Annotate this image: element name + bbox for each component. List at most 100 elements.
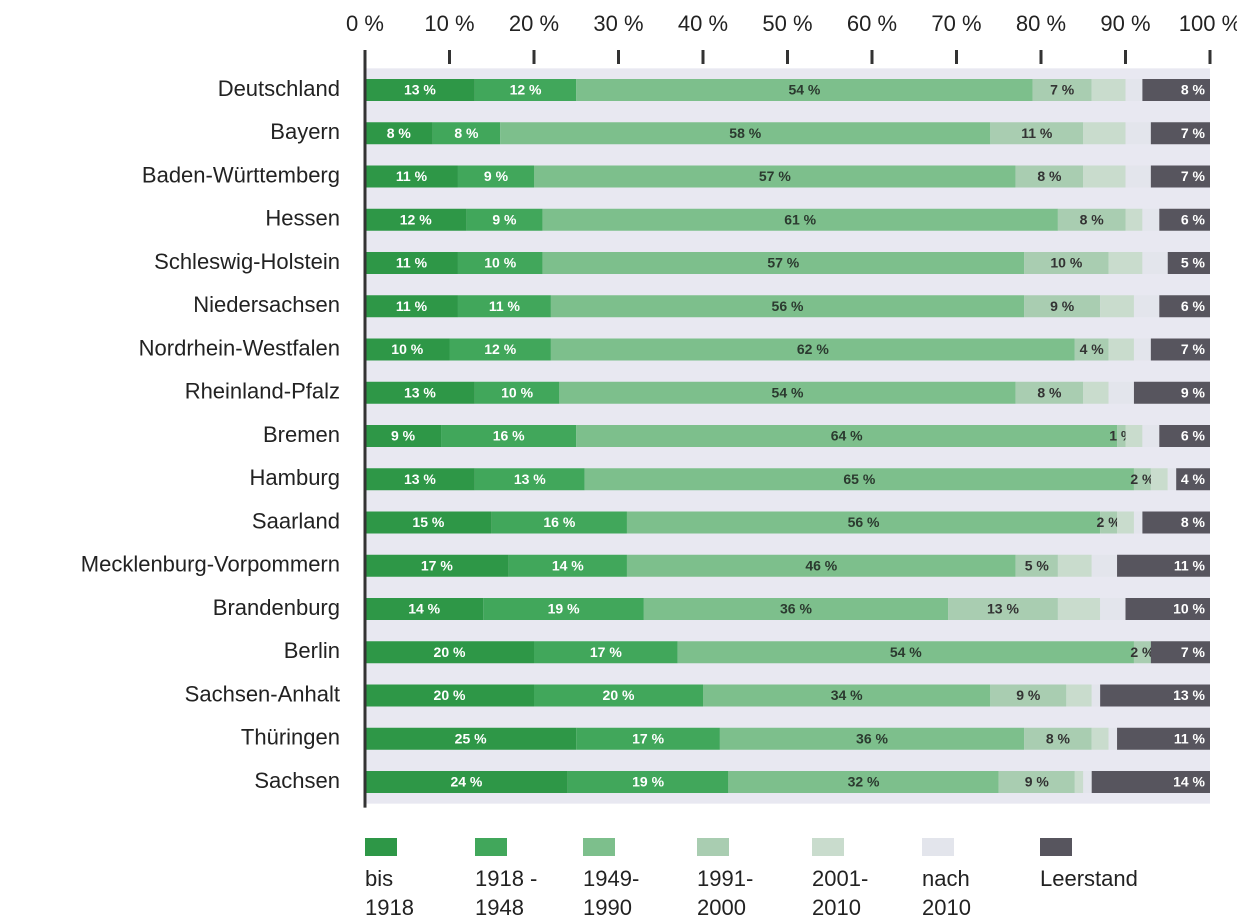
bar-segment [1100, 598, 1126, 620]
data-label: 17 % [632, 730, 664, 746]
legend-label: bis 1918 [365, 866, 414, 920]
bar-segment [542, 208, 1058, 231]
legend-label: nach 2010 [922, 866, 971, 920]
data-label: 57 % [759, 168, 791, 184]
data-label: 10 % [501, 384, 533, 400]
legend-swatch [812, 838, 844, 856]
bar-segment [534, 165, 1016, 188]
data-label: 64 % [831, 428, 863, 444]
bar-segment [474, 79, 577, 101]
bar-segment [1142, 511, 1210, 534]
x-tick-label: 50 % [762, 11, 812, 36]
bar-segment [1024, 295, 1101, 318]
data-label: 8 % [1037, 168, 1062, 184]
data-label: 11 % [1174, 730, 1206, 746]
bar-segment [1125, 598, 1210, 620]
data-label: 9 % [492, 211, 517, 227]
bar-segment [719, 727, 1025, 750]
bar-segment [432, 122, 501, 145]
bar-segment [1125, 165, 1151, 188]
x-tick-label: 40 % [678, 11, 728, 36]
bar-segment [677, 641, 1134, 664]
category-label: Bayern [270, 119, 340, 144]
bar-segment [1117, 511, 1134, 534]
bar-segment [1176, 468, 1210, 491]
bar-segment [1133, 295, 1160, 318]
data-label: 10 % [1173, 601, 1205, 617]
bar-segment [584, 468, 1134, 491]
x-tick-label: 20 % [509, 11, 559, 36]
bar-segment [365, 598, 484, 620]
legend-label: 1918 - 1948 [475, 866, 538, 920]
bar-segment [1024, 727, 1092, 750]
x-tick-label: 100 % [1179, 11, 1237, 36]
category-label: Nordrhein-Westfalen [139, 335, 340, 360]
bar-segment [1108, 381, 1134, 404]
bar-segment [508, 554, 627, 577]
data-label: 13 % [1173, 687, 1205, 703]
bar-segment [728, 771, 999, 793]
bar-segment [1057, 208, 1126, 231]
data-label: 11 % [396, 298, 428, 314]
bar-segment [1032, 79, 1092, 101]
bar-segment [1074, 771, 1084, 793]
data-label: 10 % [391, 341, 423, 357]
bar-segment [365, 554, 509, 577]
bar-segment [576, 727, 720, 750]
bar-segment [1015, 165, 1084, 188]
bar-segment [1125, 208, 1143, 231]
bar-segment [990, 684, 1067, 707]
bar-segment [1117, 727, 1210, 750]
data-label: 11 % [489, 298, 521, 314]
bar-segment [1167, 468, 1177, 491]
data-label: 19 % [632, 774, 664, 790]
data-label: 8 % [1046, 730, 1071, 746]
bar-segment [365, 79, 475, 101]
bar-segment [441, 425, 577, 447]
data-label: 58 % [729, 125, 761, 141]
data-label: 13 % [514, 471, 546, 487]
x-tick-label: 10 % [424, 11, 474, 36]
bar-segment [365, 338, 450, 361]
data-label: 5 % [1181, 255, 1206, 271]
bar-segment [474, 468, 585, 491]
bar-segment [1083, 165, 1126, 188]
bar-segment [365, 771, 568, 793]
bar-segment [567, 771, 729, 793]
data-label: 2 % [1130, 644, 1155, 660]
data-label: 54 % [772, 384, 804, 400]
bar-segment [1117, 554, 1210, 577]
bar-segment [1083, 122, 1126, 145]
data-label: 56 % [848, 514, 880, 530]
bar-segment [542, 252, 1025, 274]
data-label: 9 % [1181, 384, 1206, 400]
data-label: 9 % [1025, 774, 1050, 790]
bar-segment [1091, 554, 1118, 577]
bar-segment [576, 79, 1033, 101]
data-label: 54 % [788, 82, 820, 98]
bar-segment [1142, 208, 1160, 231]
bar-segment [1142, 252, 1168, 274]
category-label: Deutschland [218, 76, 340, 101]
bar-segment [466, 208, 543, 231]
data-label: 10 % [1050, 255, 1082, 271]
bar-segment [1133, 468, 1151, 491]
legend-swatch [1040, 838, 1072, 856]
legend-label: 2001-2010 [812, 866, 869, 920]
data-label: 12 % [484, 341, 516, 357]
bar-segment [1125, 425, 1143, 447]
data-label: 57 % [767, 255, 799, 271]
legend-swatch [365, 838, 397, 856]
data-label: 19 % [548, 601, 580, 617]
bar-segment [483, 598, 644, 620]
data-label: 25 % [455, 730, 487, 746]
x-tick-label: 90 % [1100, 11, 1150, 36]
legend-label: 1949-1990 [583, 866, 640, 920]
data-label: 8 % [1181, 82, 1206, 98]
bar-segment [1091, 79, 1126, 101]
bar-segment [576, 425, 1118, 447]
bar-segment [500, 122, 991, 145]
data-label: 36 % [780, 601, 812, 617]
data-label: 14 % [1173, 774, 1205, 790]
bar-segment [365, 295, 458, 318]
